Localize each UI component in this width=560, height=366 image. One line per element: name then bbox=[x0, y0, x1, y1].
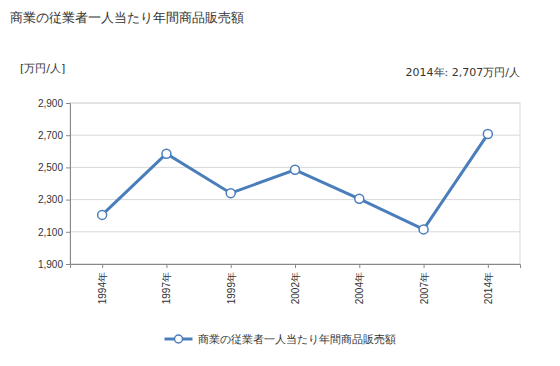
y-tick: 1,900 bbox=[38, 259, 70, 270]
grid-line bbox=[70, 199, 520, 200]
plot: 1,900 2,100 2,300 2,500 2,700 2,900 1994年 1997年… bbox=[38, 98, 521, 305]
chart: 商業の従業者一人当たり年間商品販売額 [万円/人] 2014年: 2,707万円/人… bbox=[0, 0, 560, 366]
y-tick-mark bbox=[66, 135, 70, 136]
x-tick-label: 1994年 bbox=[97, 272, 108, 304]
x-tick: 2002年 bbox=[290, 264, 301, 304]
y-tick: 2,700 bbox=[38, 130, 70, 141]
y-tick: 2,500 bbox=[38, 162, 70, 173]
x-axis: 1994年 1997年 1999年 2002年 2004年 2007年 2014年 bbox=[71, 264, 521, 304]
y-axis: 1,900 2,100 2,300 2,500 2,700 2,900 bbox=[38, 98, 71, 270]
chart-title: 商業の従業者一人当たり年間商品販売額 bbox=[10, 10, 244, 25]
series-marker bbox=[419, 225, 428, 234]
annotation: 2014年: 2,707万円/人 bbox=[406, 66, 520, 79]
y-tick-mark bbox=[66, 200, 70, 201]
x-tick: 2004年 bbox=[354, 264, 365, 304]
x-tick-mark bbox=[359, 264, 360, 268]
series-marker bbox=[226, 189, 235, 198]
x-tick-label: 2014年 bbox=[483, 272, 494, 304]
y-tick-label: 2,700 bbox=[38, 130, 63, 141]
x-tick-mark bbox=[295, 264, 296, 268]
x-tick: 2007年 bbox=[419, 264, 430, 304]
series-marker bbox=[98, 210, 107, 219]
y-tick-label: 2,100 bbox=[38, 227, 63, 238]
series-marker bbox=[355, 194, 364, 203]
y-tick: 2,300 bbox=[38, 194, 70, 205]
y-tick-mark bbox=[66, 103, 70, 104]
grid-line bbox=[70, 135, 520, 136]
series-line bbox=[102, 134, 488, 229]
y-tick: 2,900 bbox=[38, 98, 70, 109]
x-axis-line bbox=[71, 265, 521, 269]
x-tick-label: 2002年 bbox=[290, 272, 301, 304]
x-tick: 1994年 bbox=[97, 264, 108, 304]
legend-item: 商業の従業者一人当たり年間商品販売額 bbox=[165, 333, 396, 346]
y-tick-label: 2,900 bbox=[38, 98, 63, 109]
legend: 商業の従業者一人当たり年間商品販売額 bbox=[165, 333, 396, 346]
y-tick: 2,100 bbox=[38, 227, 70, 238]
x-tick: 1999年 bbox=[226, 264, 237, 304]
legend-marker bbox=[175, 335, 183, 343]
x-tick-label: 2007年 bbox=[419, 272, 430, 304]
series-marker bbox=[162, 149, 171, 158]
y-axis-line bbox=[66, 104, 71, 265]
x-tick-mark bbox=[166, 264, 167, 268]
x-tick: 1997年 bbox=[161, 264, 172, 304]
x-tick-mark bbox=[231, 264, 232, 268]
y-tick-mark bbox=[66, 167, 70, 168]
plot-frame bbox=[70, 103, 520, 264]
series-marker bbox=[483, 130, 492, 139]
y-tick-mark bbox=[66, 264, 70, 265]
y-tick-mark bbox=[66, 232, 70, 233]
x-tick-label: 1999年 bbox=[226, 272, 237, 304]
x-tick-mark bbox=[488, 264, 489, 268]
x-tick-label: 2004年 bbox=[354, 272, 365, 304]
grid-line bbox=[70, 231, 520, 232]
y-tick-label: 1,900 bbox=[38, 259, 63, 270]
y-axis-title: [万円/人] bbox=[20, 62, 65, 75]
grid bbox=[70, 103, 520, 264]
x-tick-mark bbox=[424, 264, 425, 268]
y-tick-label: 2,300 bbox=[38, 194, 63, 205]
series-group bbox=[98, 130, 493, 234]
x-tick-mark bbox=[102, 264, 103, 268]
x-tick: 2014年 bbox=[483, 264, 494, 304]
y-tick-label: 2,500 bbox=[38, 162, 63, 173]
legend-label: 商業の従業者一人当たり年間商品販売額 bbox=[198, 333, 396, 346]
x-tick-label: 1997年 bbox=[161, 272, 172, 304]
series-marker bbox=[291, 165, 300, 174]
